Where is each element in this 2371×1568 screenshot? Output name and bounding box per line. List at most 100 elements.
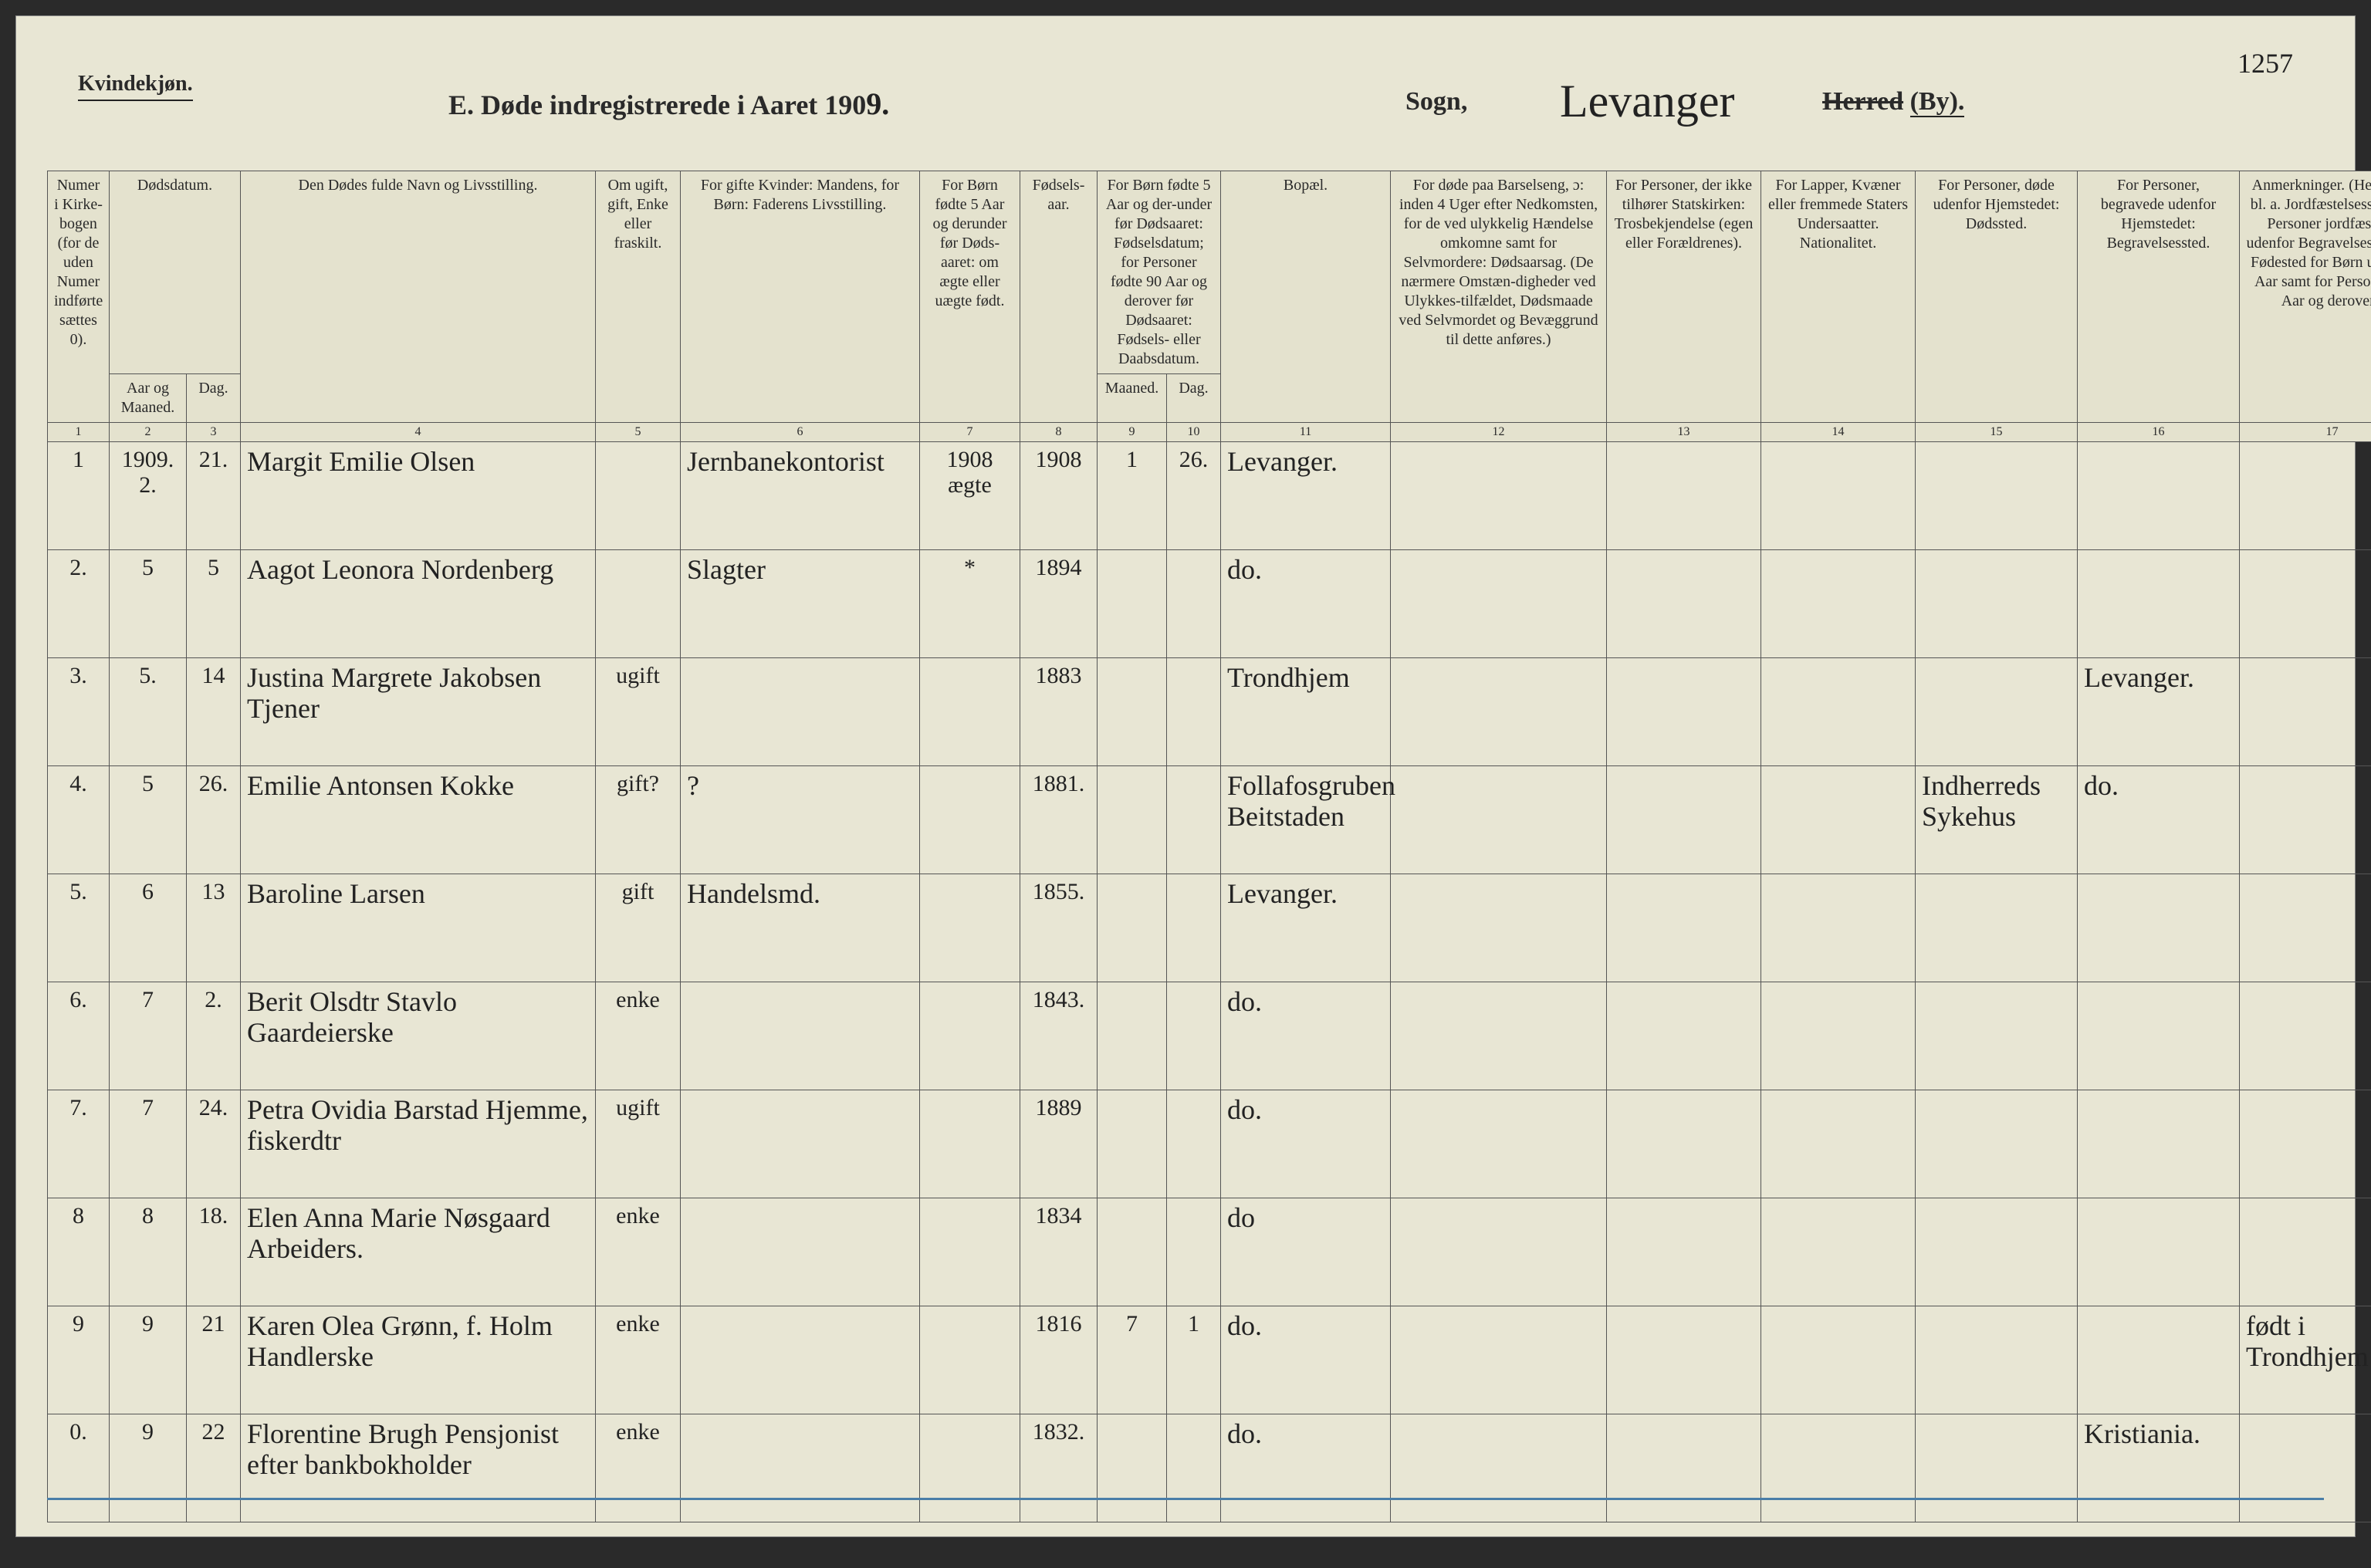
col-num: 13 (1607, 423, 1761, 442)
cell-bm (1098, 658, 1167, 766)
cell-value: Follafosgruben Beitstaden (1227, 770, 1395, 832)
cell-day: 14 (187, 658, 241, 766)
cell-value: Baroline Larsen (247, 878, 425, 909)
cell-value: 1 (1126, 447, 1138, 472)
cell-day: 21. (187, 442, 241, 550)
cell-value: ? (687, 770, 699, 801)
cell-mo: 5 (110, 550, 187, 658)
cell-value: 21. (199, 447, 228, 472)
cell-birth: 1816 (1020, 1306, 1098, 1414)
cell-c14 (1761, 874, 1916, 982)
cell-c15 (1916, 550, 2078, 658)
cell-c12 (1391, 1198, 1607, 1306)
cell-value: * (964, 555, 976, 580)
table-row: 4.526.Emilie Antonsen Kokkegift??1881.Fo… (48, 766, 2371, 874)
cell-day: 13 (187, 874, 241, 982)
cell-c17 (2240, 658, 2371, 766)
col-num: 12 (1391, 423, 1607, 442)
cell-name: Karen Olea Grønn, f. Holm Handlerske (241, 1306, 596, 1414)
cell-status (596, 442, 681, 550)
cell-legit: * (920, 550, 1020, 658)
cell-value: Levanger. (1227, 446, 1338, 477)
cell-place: do. (1221, 1306, 1391, 1414)
cell-value: do. (1227, 986, 1262, 1017)
cell-value: Jernbanekontorist (687, 446, 884, 477)
cell-place: do. (1221, 1414, 1391, 1522)
cell-value: 4. (69, 771, 87, 796)
cell-day: 22 (187, 1414, 241, 1522)
cell-place: Follafosgruben Beitstaden (1221, 766, 1391, 874)
cell-day: 21 (187, 1306, 241, 1414)
cell-c13 (1607, 982, 1761, 1090)
cell-value: 7 (142, 987, 154, 1012)
herred-strike: Herred (1822, 87, 1903, 116)
cell-status: enke (596, 1414, 681, 1522)
cell-day: 18. (187, 1198, 241, 1306)
cell-bd (1167, 550, 1221, 658)
cell-c17 (2240, 1090, 2371, 1198)
cell-value: enke (616, 1311, 660, 1337)
cell-value: do. (1227, 1310, 1262, 1341)
col-header: For Personer, der ikke tilhører Statskir… (1607, 171, 1761, 423)
cell-bd (1167, 1414, 1221, 1522)
cell-legit (920, 982, 1020, 1090)
cell-bm (1098, 1090, 1167, 1198)
cell-value: 2. (205, 987, 222, 1012)
cell-c12 (1391, 550, 1607, 658)
col-num: 11 (1221, 423, 1391, 442)
cell-name: Florentine Brugh Pensjonist efter bankbo… (241, 1414, 596, 1522)
cell-mo: 1909.2. (110, 442, 187, 550)
cell-c13 (1607, 658, 1761, 766)
cell-place: Levanger. (1221, 442, 1391, 550)
col-num: 4 (241, 423, 596, 442)
cell-value: 3. (69, 663, 87, 688)
cell-value: 13 (202, 879, 225, 904)
cell-c12 (1391, 442, 1607, 550)
cell-value: 1894 (1036, 555, 1082, 580)
cell-bm (1098, 982, 1167, 1090)
col-header: For Personer, døde udenfor Hjemstedet: D… (1916, 171, 2078, 423)
cell-status (596, 550, 681, 658)
header: Kvindekjøn. 1257 E. Døde indregistrerede… (78, 72, 2293, 126)
cell-c17 (2240, 442, 2371, 550)
col-header: Fødsels-aar. (1020, 171, 1098, 423)
cell-status: gift? (596, 766, 681, 874)
cell-c17 (2240, 1198, 2371, 1306)
cell-bd (1167, 982, 1221, 1090)
col-header: For Børn fødte 5 Aar og derunder før Død… (920, 171, 1020, 423)
cell-place: Trondhjem (1221, 658, 1391, 766)
cell-value: 1883 (1036, 663, 1082, 688)
cell-value: Petra Ovidia Barstad Hjemme, fiskerdtr (247, 1094, 588, 1156)
col-num: 17 (2240, 423, 2371, 442)
cell-father: Jernbanekontorist (681, 442, 920, 550)
col-num: 8 (1020, 423, 1098, 442)
cell-name: Justina Margrete Jakobsen Tjener (241, 658, 596, 766)
cell-place: do. (1221, 982, 1391, 1090)
cell-value: 9 (142, 1311, 154, 1337)
cell-value: 1 (1188, 1311, 1199, 1337)
cell-value: do (1227, 1202, 1255, 1233)
col-header: Anmerkninger. (Herunder bl. a. Jordfæste… (2240, 171, 2371, 423)
table-body: 11909.2.21.Margit Emilie OlsenJernbaneko… (48, 442, 2371, 1522)
cell-n: 0. (48, 1414, 110, 1522)
herred-by: (By). (1910, 87, 1965, 117)
cell-c12 (1391, 1306, 1607, 1414)
cell-legit (920, 1198, 1020, 1306)
cell-c12 (1391, 1414, 1607, 1522)
cell-value: 1834 (1036, 1203, 1082, 1228)
cell-mo: 7 (110, 1090, 187, 1198)
table-row: 8818.Elen Anna Marie Nøsgaard Arbeiders.… (48, 1198, 2371, 1306)
cell-value: Elen Anna Marie Nøsgaard Arbeiders. (247, 1202, 550, 1264)
table-row: 11909.2.21.Margit Emilie OlsenJernbaneko… (48, 442, 2371, 550)
cell-mo: 9 (110, 1306, 187, 1414)
cell-value: gift (622, 879, 654, 904)
col-num: 15 (1916, 423, 2078, 442)
cell-c15 (1916, 1414, 2078, 1522)
cell-bd: 26. (1167, 442, 1221, 550)
cell-value: Slagter (687, 554, 766, 585)
cell-value: Levanger. (2084, 662, 2194, 693)
cell-mo: 8 (110, 1198, 187, 1306)
cell-place: do (1221, 1198, 1391, 1306)
cell-bm: 7 (1098, 1306, 1167, 1414)
col-header: Aar og Maaned. (110, 374, 187, 423)
